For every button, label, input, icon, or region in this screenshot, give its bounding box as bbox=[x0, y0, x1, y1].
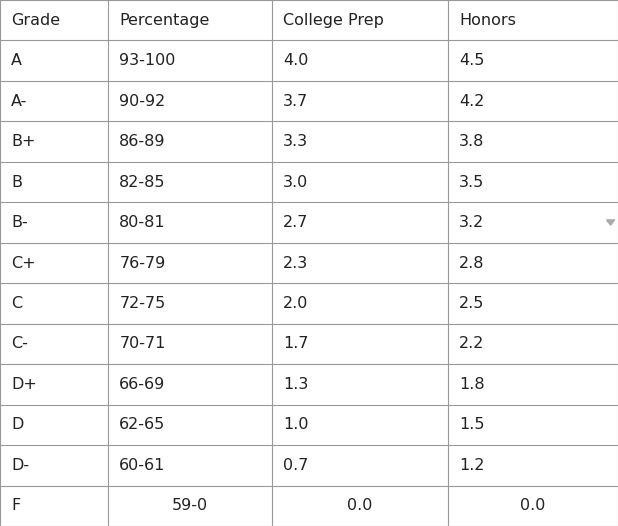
Text: 66-69: 66-69 bbox=[119, 377, 166, 392]
Text: 4.0: 4.0 bbox=[283, 53, 308, 68]
Text: Percentage: Percentage bbox=[119, 13, 210, 28]
Text: 1.7: 1.7 bbox=[283, 337, 308, 351]
Text: C: C bbox=[11, 296, 22, 311]
Text: A-: A- bbox=[11, 94, 27, 109]
Polygon shape bbox=[607, 220, 614, 225]
Text: 0.0: 0.0 bbox=[520, 498, 546, 513]
Text: 4.5: 4.5 bbox=[459, 53, 485, 68]
Text: F: F bbox=[11, 498, 20, 513]
Text: 3.7: 3.7 bbox=[283, 94, 308, 109]
Text: 3.8: 3.8 bbox=[459, 134, 485, 149]
Text: 2.3: 2.3 bbox=[283, 256, 308, 270]
Text: Grade: Grade bbox=[11, 13, 60, 28]
Text: B: B bbox=[11, 175, 22, 189]
Text: B-: B- bbox=[11, 215, 28, 230]
Text: 2.7: 2.7 bbox=[283, 215, 308, 230]
Text: C+: C+ bbox=[11, 256, 36, 270]
Text: 2.5: 2.5 bbox=[459, 296, 485, 311]
Text: 2.8: 2.8 bbox=[459, 256, 485, 270]
Text: D: D bbox=[11, 417, 23, 432]
Text: 86-89: 86-89 bbox=[119, 134, 166, 149]
Text: 62-65: 62-65 bbox=[119, 417, 166, 432]
Text: 82-85: 82-85 bbox=[119, 175, 166, 189]
Text: 76-79: 76-79 bbox=[119, 256, 166, 270]
Text: 72-75: 72-75 bbox=[119, 296, 166, 311]
Text: 2.2: 2.2 bbox=[459, 337, 485, 351]
Text: 80-81: 80-81 bbox=[119, 215, 166, 230]
Text: 4.2: 4.2 bbox=[459, 94, 485, 109]
Text: 3.0: 3.0 bbox=[283, 175, 308, 189]
Text: 0.0: 0.0 bbox=[347, 498, 373, 513]
Text: Honors: Honors bbox=[459, 13, 516, 28]
Text: 3.2: 3.2 bbox=[459, 215, 485, 230]
Text: A: A bbox=[11, 53, 22, 68]
Text: College Prep: College Prep bbox=[283, 13, 384, 28]
Text: 0.7: 0.7 bbox=[283, 458, 308, 473]
Text: B+: B+ bbox=[11, 134, 36, 149]
Text: 59-0: 59-0 bbox=[172, 498, 208, 513]
Text: 70-71: 70-71 bbox=[119, 337, 166, 351]
Text: 1.3: 1.3 bbox=[283, 377, 308, 392]
Text: 93-100: 93-100 bbox=[119, 53, 176, 68]
Text: 3.3: 3.3 bbox=[283, 134, 308, 149]
Text: 1.0: 1.0 bbox=[283, 417, 308, 432]
Text: 60-61: 60-61 bbox=[119, 458, 166, 473]
Text: 1.8: 1.8 bbox=[459, 377, 485, 392]
Text: 1.2: 1.2 bbox=[459, 458, 485, 473]
Text: D+: D+ bbox=[11, 377, 37, 392]
Text: D-: D- bbox=[11, 458, 29, 473]
Text: C-: C- bbox=[11, 337, 28, 351]
Text: 90-92: 90-92 bbox=[119, 94, 166, 109]
Text: 3.5: 3.5 bbox=[459, 175, 485, 189]
Text: 2.0: 2.0 bbox=[283, 296, 308, 311]
Text: 1.5: 1.5 bbox=[459, 417, 485, 432]
